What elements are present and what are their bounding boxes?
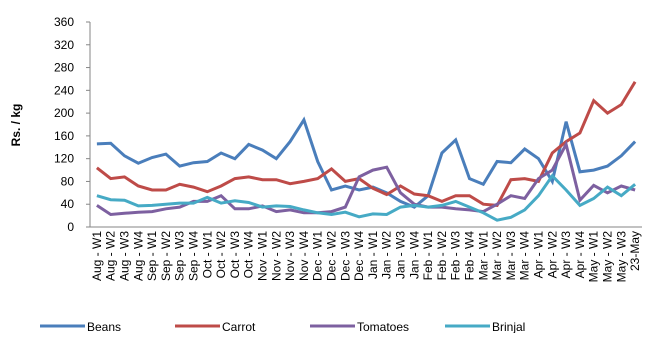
x-tick-label: Apr - W3 [559, 231, 573, 279]
x-tick-label: Mar - W4 [518, 231, 532, 281]
x-tick-label: May - W2 [601, 231, 615, 283]
x-tick-label: Aug - W1 [90, 231, 104, 281]
x-tick-label: Nov - W4 [297, 231, 311, 281]
x-tick-label: Oct - W4 [242, 231, 256, 279]
x-tick-label: Oct - W1 [200, 231, 214, 279]
x-tick-label: May - W3 [614, 231, 628, 283]
x-tick-label: May - W1 [587, 231, 601, 283]
x-tick-label: Feb - W1 [421, 231, 435, 281]
x-tick-label: Aug - W2 [104, 231, 118, 281]
y-tick-label: 80 [61, 174, 75, 188]
legend-label: Brinjal [492, 320, 525, 333]
x-tick-label: Mar - W3 [504, 231, 518, 281]
x-tick-label: Dec - W2 [325, 231, 339, 281]
x-tick-label: Feb - W4 [463, 231, 477, 281]
x-tick-label: Apr - W1 [532, 231, 546, 279]
x-tick-label: Dec - W1 [311, 231, 325, 281]
y-tick-label: 240 [54, 83, 74, 97]
x-tick-label: Aug - W4 [131, 231, 145, 281]
x-tick-label: Dec - W3 [338, 231, 352, 281]
x-tick-label: Oct - W2 [214, 231, 228, 279]
x-tick-label: Mar - W2 [490, 231, 504, 281]
y-tick-label: 200 [54, 106, 74, 120]
x-tick-label: Aug - W3 [118, 231, 132, 281]
x-tick-label: Feb - W2 [435, 231, 449, 281]
x-tick-label: Jan - W2 [380, 231, 394, 279]
x-tick-label: Dec - W4 [352, 231, 366, 281]
y-tick-label: 120 [54, 152, 74, 166]
y-tick-label: 360 [54, 15, 74, 29]
x-tick-label: Sep - W3 [173, 231, 187, 281]
x-tick-label: Nov - W3 [283, 231, 297, 281]
x-tick-label: Jan - W3 [394, 231, 408, 279]
series-line [96, 173, 637, 222]
legend-label: Beans [87, 320, 121, 333]
x-tick-label: Sep - W1 [145, 231, 159, 281]
y-tick-label: 280 [54, 61, 74, 75]
x-tick-label: Nov - W2 [269, 231, 283, 281]
x-tick-label: Sep - W4 [187, 231, 201, 281]
legend-label: Tomatoes [357, 320, 409, 333]
y-tick-label: 320 [54, 38, 74, 52]
x-tick-label: Oct - W3 [228, 231, 242, 279]
series-line [95, 81, 637, 207]
x-tick-label: Apr - W2 [545, 231, 559, 279]
legend-label: Carrot [222, 320, 256, 333]
y-tick-label: 40 [61, 197, 75, 211]
y-tick-label: 160 [54, 129, 74, 143]
x-tick-label: Nov - W1 [256, 231, 270, 281]
x-tick-label: Jan - W1 [366, 231, 380, 279]
x-tick-label: 23-May [628, 231, 642, 271]
x-tick-label: Apr - W4 [573, 231, 587, 279]
x-tick-label: Jan - W4 [407, 231, 421, 279]
y-tick-label: 0 [67, 220, 74, 234]
x-tick-label: Sep - W2 [159, 231, 173, 281]
y-axis-label: Rs. / kg [9, 104, 23, 147]
x-tick-label: Feb - W3 [449, 231, 463, 281]
x-tick-label: Mar - W1 [476, 231, 490, 281]
